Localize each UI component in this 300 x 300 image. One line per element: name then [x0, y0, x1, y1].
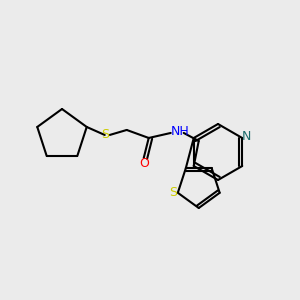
Text: NH: NH: [171, 125, 190, 139]
Text: S: S: [101, 128, 109, 142]
Text: S: S: [169, 186, 177, 199]
Text: O: O: [139, 158, 149, 170]
Text: N: N: [242, 130, 251, 143]
